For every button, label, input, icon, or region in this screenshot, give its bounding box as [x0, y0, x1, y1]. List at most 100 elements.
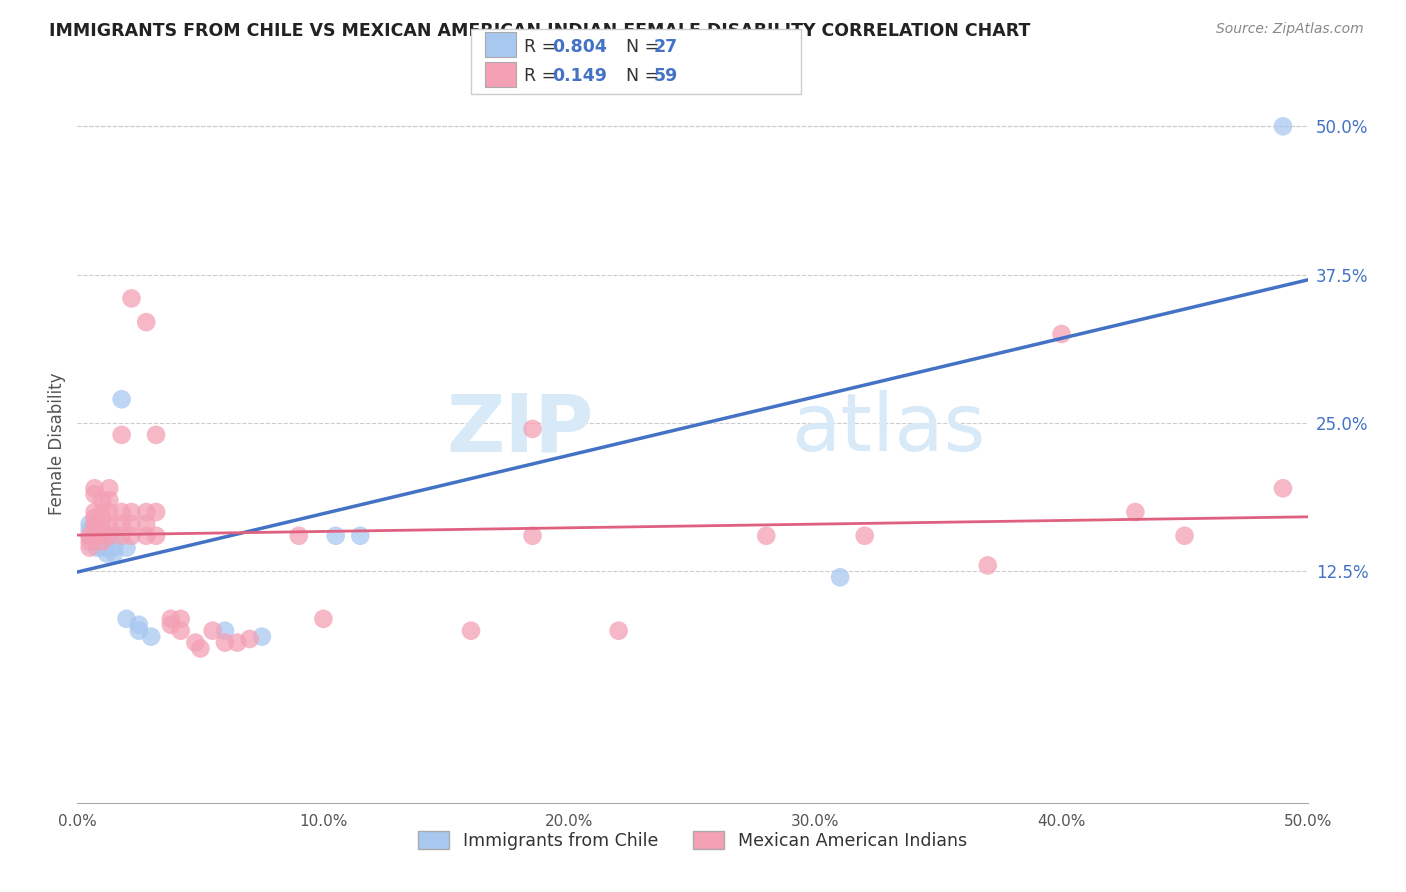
Text: N =: N = [626, 38, 665, 56]
Point [115, 541, 138, 555]
Point [90, 529, 114, 543]
Text: R =: R = [524, 38, 562, 56]
Point [96, 529, 118, 543]
Point [121, 292, 143, 306]
Point [98, 516, 121, 531]
Point [83, 505, 105, 519]
Point [83, 523, 105, 537]
Point [1272, 120, 1295, 134]
Point [145, 529, 167, 543]
Point [90, 516, 114, 531]
Point [79, 523, 101, 537]
Point [312, 612, 335, 626]
Point [103, 529, 125, 543]
Point [201, 624, 224, 638]
Point [86, 541, 108, 555]
Point [522, 422, 544, 436]
Text: 27: 27 [654, 38, 678, 56]
Point [79, 534, 101, 549]
Point [184, 635, 207, 649]
Text: R =: R = [524, 67, 562, 85]
Point [79, 516, 101, 531]
Point [79, 541, 101, 555]
Point [90, 505, 114, 519]
Point [98, 481, 121, 495]
Point [90, 493, 114, 508]
Point [1050, 326, 1073, 341]
Point [755, 529, 778, 543]
Point [96, 541, 118, 555]
Point [141, 630, 163, 644]
Text: 0.804: 0.804 [553, 38, 607, 56]
Point [96, 547, 118, 561]
Point [90, 534, 114, 549]
Point [135, 516, 157, 531]
Point [86, 529, 108, 543]
Text: N =: N = [626, 67, 665, 85]
Point [522, 529, 544, 543]
Text: 0.149: 0.149 [553, 67, 607, 85]
Point [145, 428, 167, 442]
Text: 59: 59 [654, 67, 678, 85]
Point [90, 541, 114, 555]
Point [160, 617, 183, 632]
Point [135, 505, 157, 519]
Point [115, 612, 138, 626]
Point [86, 534, 108, 549]
Text: ZIP: ZIP [447, 391, 595, 468]
Point [214, 624, 236, 638]
Point [325, 529, 347, 543]
Point [607, 624, 630, 638]
Point [1174, 529, 1197, 543]
Point [121, 505, 143, 519]
Point [83, 487, 105, 501]
Point [98, 493, 121, 508]
Text: Source: ZipAtlas.com: Source: ZipAtlas.com [1216, 22, 1364, 37]
Point [79, 529, 101, 543]
Point [111, 516, 132, 531]
Point [160, 612, 183, 626]
Point [226, 635, 249, 649]
Legend: Immigrants from Chile, Mexican American Indians: Immigrants from Chile, Mexican American … [409, 822, 976, 859]
Point [111, 505, 132, 519]
Point [1272, 481, 1295, 495]
Point [90, 523, 114, 537]
Point [135, 315, 157, 329]
Y-axis label: Female Disability: Female Disability [48, 373, 66, 515]
Point [170, 624, 193, 638]
Point [170, 612, 193, 626]
Point [460, 624, 482, 638]
Point [349, 529, 371, 543]
Point [111, 529, 132, 543]
Point [103, 547, 125, 561]
Point [977, 558, 1000, 573]
Point [83, 529, 105, 543]
Point [90, 529, 114, 543]
Point [188, 641, 212, 656]
Point [103, 541, 125, 555]
Point [135, 529, 157, 543]
Point [98, 505, 121, 519]
Point [250, 630, 273, 644]
Point [145, 505, 167, 519]
Point [111, 428, 132, 442]
Point [288, 529, 311, 543]
Point [79, 529, 101, 543]
Point [98, 529, 121, 543]
Point [239, 632, 262, 646]
Point [853, 529, 876, 543]
Point [83, 481, 105, 495]
Point [214, 635, 236, 649]
Text: IMMIGRANTS FROM CHILE VS MEXICAN AMERICAN INDIAN FEMALE DISABILITY CORRELATION C: IMMIGRANTS FROM CHILE VS MEXICAN AMERICA… [49, 22, 1031, 40]
Point [83, 511, 105, 525]
Point [128, 617, 150, 632]
Point [1125, 505, 1147, 519]
Point [128, 624, 150, 638]
Point [121, 529, 143, 543]
Point [830, 570, 852, 584]
Point [90, 511, 114, 525]
Point [121, 516, 143, 531]
Point [111, 392, 132, 407]
Point [83, 516, 105, 531]
Text: atlas: atlas [792, 391, 986, 468]
